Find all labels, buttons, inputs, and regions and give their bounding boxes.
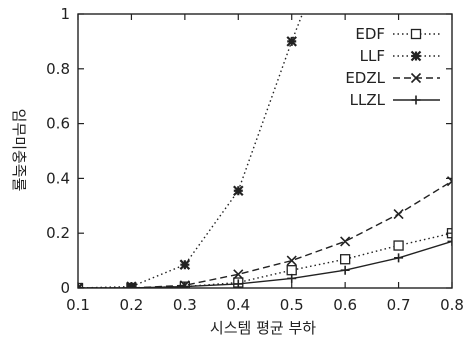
x-tick-label: 0.4 <box>226 296 250 314</box>
y-tick-label: 0.8 <box>46 60 70 78</box>
data-point-llf <box>286 36 297 47</box>
data-point-llzl <box>447 236 452 246</box>
data-point-edf <box>286 265 297 276</box>
axes: 0.1 0.2 0.3 0.4 0.5 0.6 0.7 0.8 0 0.2 0.4 0.6 0.8 1 <box>46 5 463 314</box>
data-point-edzl <box>393 208 404 220</box>
data-point-llf <box>179 259 191 270</box>
legend: EDF LLF EDZL LLZL <box>345 25 440 109</box>
data-point-edzl <box>340 236 351 247</box>
data-point-llf <box>233 185 244 197</box>
x-tick-label: 0.5 <box>280 296 304 314</box>
data-point-llzl <box>340 265 350 275</box>
legend-label-edf: EDF <box>355 25 385 43</box>
legend-label-llf: LLF <box>360 47 385 65</box>
series-line-edzl <box>78 180 452 288</box>
y-tick-label: 0.4 <box>46 169 70 187</box>
plot-frame <box>77 13 453 289</box>
plot-area <box>78 14 452 288</box>
data-point-llzl <box>394 253 404 263</box>
legend-label-llzl: LLZL <box>350 91 386 109</box>
x-tick-label: 0.6 <box>333 296 357 314</box>
legend-marker-edzl <box>410 72 422 84</box>
series-edzl <box>78 176 452 288</box>
legend-label-edzl: EDZL <box>345 69 385 87</box>
legend-marker-llzl <box>411 95 421 105</box>
y-axis-title: 임무미충족률 <box>10 109 28 192</box>
series-line-edf <box>78 232 452 288</box>
y-tick-label: 1 <box>60 5 70 23</box>
x-tick-label: 0.1 <box>66 296 90 314</box>
x-tick-label: 0.7 <box>387 296 411 314</box>
data-point-llzl <box>287 273 297 283</box>
data-point-edzl <box>233 269 244 280</box>
series-line-llf <box>78 14 304 288</box>
series-llf <box>78 14 304 288</box>
legend-marker-edf <box>410 28 422 40</box>
x-tick-label: 0.2 <box>119 296 143 314</box>
data-point-edzl <box>78 282 84 288</box>
data-point-edf <box>339 254 351 265</box>
data-point-edf <box>393 240 404 251</box>
y-tick-label: 0.2 <box>46 224 70 242</box>
y-tick-label: 0.6 <box>46 115 70 133</box>
x-tick-label: 0.8 <box>440 296 463 314</box>
x-tick-label: 0.3 <box>173 296 197 314</box>
data-point-edzl <box>286 255 297 266</box>
y-tick-label: 0 <box>60 279 70 297</box>
legend-marker-llf <box>410 50 422 62</box>
x-axis-title: 시스템 평균 부하 <box>210 319 316 337</box>
data-point-edzl <box>126 282 137 288</box>
